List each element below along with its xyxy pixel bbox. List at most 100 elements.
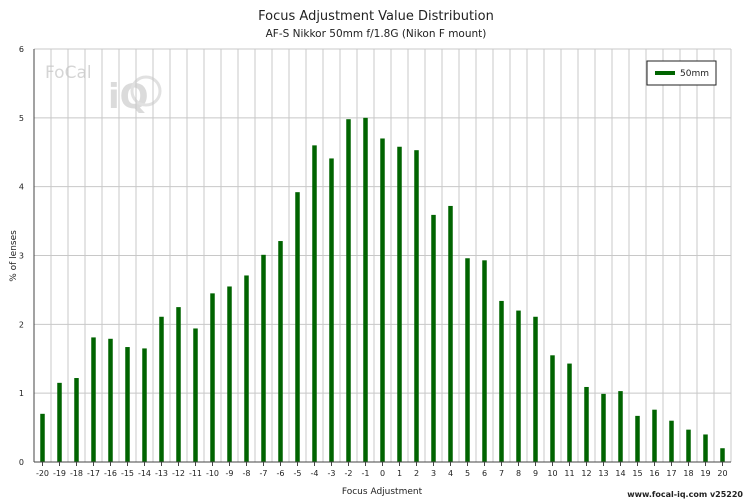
bar [635, 415, 640, 462]
bar [533, 316, 538, 462]
bar [380, 138, 385, 462]
bar [40, 413, 45, 462]
x-tick-label: -16 [104, 469, 117, 478]
bar [227, 286, 232, 462]
x-tick-label: -9 [226, 469, 234, 478]
x-tick-label: 12 [581, 469, 591, 478]
bar [193, 328, 198, 462]
x-tick-label: 3 [431, 469, 436, 478]
x-tick-label: 8 [516, 469, 521, 478]
bar [448, 205, 453, 462]
bar [329, 158, 334, 462]
x-tick-label: 18 [683, 469, 693, 478]
bar [431, 214, 436, 462]
x-tick-label: 11 [564, 469, 574, 478]
x-tick-label: 5 [465, 469, 470, 478]
x-tick-label: -11 [189, 469, 202, 478]
bar [244, 275, 249, 462]
bar [346, 119, 351, 463]
legend-swatch [655, 71, 675, 75]
bar [686, 429, 691, 462]
y-tick-label: 6 [19, 45, 24, 54]
x-tick-label: -15 [121, 469, 134, 478]
x-tick-label: 7 [499, 469, 504, 478]
x-tick-label: 10 [547, 469, 557, 478]
x-tick-label: -3 [328, 469, 336, 478]
bar [618, 391, 623, 462]
x-tick-label: 16 [649, 469, 659, 478]
x-tick-label: 2 [414, 469, 419, 478]
bar [601, 393, 606, 462]
bar [210, 293, 215, 462]
x-tick-labels: -20 -19 -18 -17 -16 -15 -14 -13 -12 -11 -10 -9 -8 -7-… [36, 469, 728, 478]
y-tick-label: 5 [19, 114, 24, 123]
x-tick-label: 15 [632, 469, 642, 478]
y-tick-label: 3 [19, 252, 24, 261]
bar [74, 378, 79, 462]
y-tick-label: 4 [19, 183, 24, 192]
x-tick-label: 0 [380, 469, 385, 478]
bar [397, 146, 402, 462]
bar [278, 241, 283, 462]
y-tick-labels: 0 1 2 3 4 5 6 [19, 45, 24, 467]
credit-text: www.focal-iq.com v25220 [627, 490, 743, 499]
bar [567, 363, 572, 462]
chart-title: Focus Adjustment Value Distribution [258, 9, 494, 24]
x-tick-label: -14 [138, 469, 151, 478]
bar [669, 420, 674, 462]
bar [550, 355, 555, 462]
bar [176, 307, 181, 462]
x-tick-label: 9 [533, 469, 538, 478]
legend-label: 50mm [680, 69, 709, 79]
x-tick-label: -1 [362, 469, 370, 478]
x-tick-label: -5 [294, 469, 302, 478]
x-tick-label: -7 [260, 469, 268, 478]
x-tick-label: -12 [172, 469, 185, 478]
bars [40, 117, 725, 463]
axes [33, 49, 731, 466]
x-tick-label: -20 [36, 469, 49, 478]
bar [363, 117, 368, 462]
y-tick-label: 0 [19, 458, 24, 467]
bar [91, 337, 96, 462]
x-tick-label: -2 [345, 469, 353, 478]
x-tick-label: 19 [700, 469, 710, 478]
x-tick-label: 20 [717, 469, 727, 478]
bar [142, 348, 147, 462]
bar [125, 347, 130, 462]
bar [652, 409, 657, 462]
y-tick-label: 1 [19, 389, 24, 398]
x-tick-label: -6 [277, 469, 285, 478]
chart-subtitle: AF-S Nikkor 50mm f/1.8G (Nikon F mount) [266, 28, 487, 40]
bar [465, 258, 470, 462]
bar [584, 386, 589, 462]
bar [516, 310, 521, 462]
x-tick-label: 1 [397, 469, 402, 478]
bar [720, 448, 725, 462]
bar [261, 254, 266, 462]
bar [57, 382, 62, 462]
bar [312, 145, 317, 462]
x-axis-label: Focus Adjustment [342, 487, 423, 497]
x-tick-label: -18 [70, 469, 83, 478]
bar [482, 260, 487, 462]
logo-lens-icon [130, 75, 162, 107]
bar [499, 300, 504, 462]
bar [295, 192, 300, 462]
x-tick-label: 14 [615, 469, 625, 478]
y-tick-label: 2 [19, 320, 24, 329]
y-axis-label: % of lenses [9, 230, 19, 282]
x-tick-label: 13 [598, 469, 608, 478]
x-tick-label: -8 [243, 469, 251, 478]
bar [159, 316, 164, 462]
bar [414, 150, 419, 462]
legend: 50mm [646, 60, 717, 86]
x-tick-label: -17 [87, 469, 100, 478]
bar [108, 338, 113, 462]
logo-text-bottom: iQ [108, 77, 149, 117]
x-tick-label: -19 [53, 469, 66, 478]
x-tick-label: 4 [448, 469, 453, 478]
x-tick-label: -10 [206, 469, 219, 478]
focal-iq-watermark-logo: FoCal iQ [45, 63, 162, 117]
